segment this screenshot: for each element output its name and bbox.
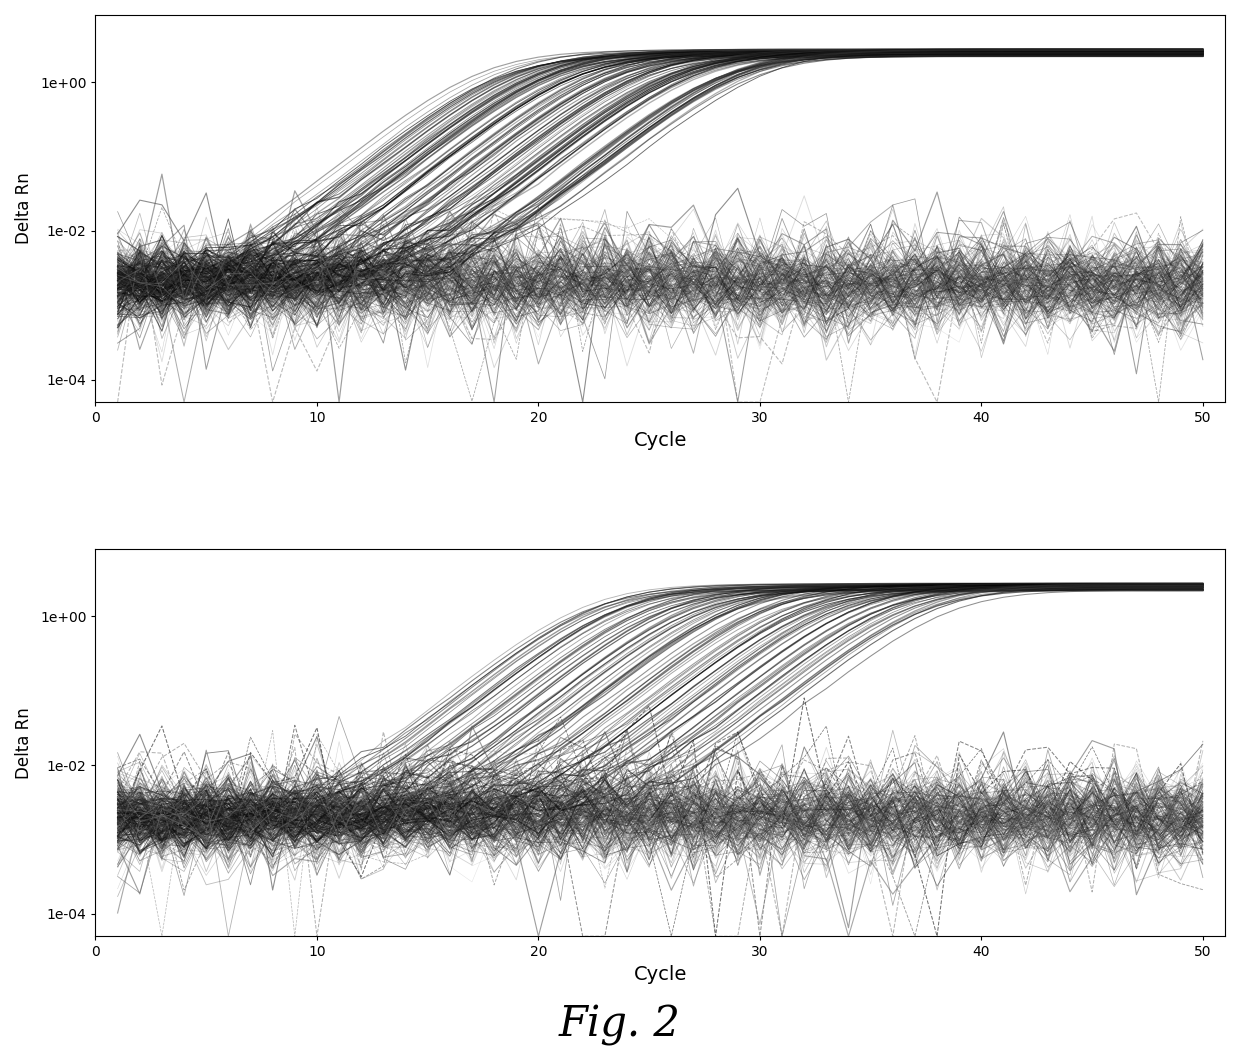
Y-axis label: Delta Rn: Delta Rn — [15, 172, 33, 244]
Y-axis label: Delta Rn: Delta Rn — [15, 707, 33, 779]
X-axis label: Cycle: Cycle — [634, 430, 687, 449]
Text: Fig. 2: Fig. 2 — [559, 1004, 681, 1046]
X-axis label: Cycle: Cycle — [634, 965, 687, 984]
